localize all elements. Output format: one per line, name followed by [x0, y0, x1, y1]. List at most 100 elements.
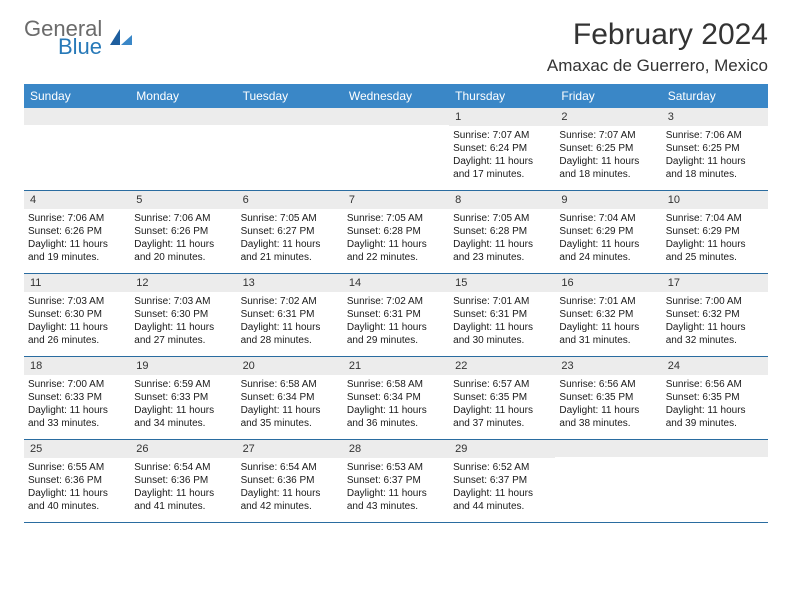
day-number: 1: [449, 108, 555, 126]
day-cell: 10Sunrise: 7:04 AMSunset: 6:29 PMDayligh…: [662, 191, 768, 273]
daylight-text: Daylight: 11 hours: [559, 404, 657, 417]
week-row: 1Sunrise: 7:07 AMSunset: 6:24 PMDaylight…: [24, 108, 768, 191]
day-number: 11: [24, 274, 130, 292]
day-cell: 21Sunrise: 6:58 AMSunset: 6:34 PMDayligh…: [343, 357, 449, 439]
daylight-text: Daylight: 11 hours: [453, 321, 551, 334]
day-number: 10: [662, 191, 768, 209]
sunrise-text: Sunrise: 7:04 AM: [666, 212, 764, 225]
week-row: 4Sunrise: 7:06 AMSunset: 6:26 PMDaylight…: [24, 191, 768, 274]
day-number: 5: [130, 191, 236, 209]
day-cell: 11Sunrise: 7:03 AMSunset: 6:30 PMDayligh…: [24, 274, 130, 356]
sunrise-text: Sunrise: 7:07 AM: [559, 129, 657, 142]
dayname-thursday: Thursday: [449, 84, 555, 108]
day-number: 9: [555, 191, 661, 209]
logo-sail-icon: [108, 27, 134, 52]
calendar: SundayMondayTuesdayWednesdayThursdayFrid…: [0, 84, 792, 523]
logo-text: General Blue: [24, 18, 102, 58]
day-cell: 14Sunrise: 7:02 AMSunset: 6:31 PMDayligh…: [343, 274, 449, 356]
day-cell: 6Sunrise: 7:05 AMSunset: 6:27 PMDaylight…: [237, 191, 343, 273]
day-number: 19: [130, 357, 236, 375]
daylight-text: and 38 minutes.: [559, 417, 657, 430]
daylight-text: Daylight: 11 hours: [666, 155, 764, 168]
daylight-text: and 23 minutes.: [453, 251, 551, 264]
daylight-text: Daylight: 11 hours: [134, 404, 232, 417]
day-number: [343, 108, 449, 125]
day-cell: 23Sunrise: 6:56 AMSunset: 6:35 PMDayligh…: [555, 357, 661, 439]
sunset-text: Sunset: 6:36 PM: [241, 474, 339, 487]
day-number: 8: [449, 191, 555, 209]
sunset-text: Sunset: 6:34 PM: [241, 391, 339, 404]
daylight-text: Daylight: 11 hours: [559, 321, 657, 334]
daylight-text: Daylight: 11 hours: [28, 321, 126, 334]
day-cell: 27Sunrise: 6:54 AMSunset: 6:36 PMDayligh…: [237, 440, 343, 522]
day-number: 15: [449, 274, 555, 292]
daylight-text: and 29 minutes.: [347, 334, 445, 347]
sunset-text: Sunset: 6:26 PM: [28, 225, 126, 238]
day-number: [130, 108, 236, 125]
day-cell: 25Sunrise: 6:55 AMSunset: 6:36 PMDayligh…: [24, 440, 130, 522]
sunrise-text: Sunrise: 7:07 AM: [453, 129, 551, 142]
day-number: 29: [449, 440, 555, 458]
day-number: 25: [24, 440, 130, 458]
daylight-text: Daylight: 11 hours: [453, 404, 551, 417]
sunrise-text: Sunrise: 7:01 AM: [559, 295, 657, 308]
day-number: 6: [237, 191, 343, 209]
day-number: 7: [343, 191, 449, 209]
daylight-text: and 30 minutes.: [453, 334, 551, 347]
daylight-text: and 31 minutes.: [559, 334, 657, 347]
daylight-text: and 43 minutes.: [347, 500, 445, 513]
daylight-text: and 34 minutes.: [134, 417, 232, 430]
dayname-row: SundayMondayTuesdayWednesdayThursdayFrid…: [24, 84, 768, 108]
sunrise-text: Sunrise: 7:05 AM: [241, 212, 339, 225]
daylight-text: Daylight: 11 hours: [28, 487, 126, 500]
sunset-text: Sunset: 6:35 PM: [453, 391, 551, 404]
sunrise-text: Sunrise: 7:05 AM: [453, 212, 551, 225]
sunrise-text: Sunrise: 7:00 AM: [28, 378, 126, 391]
day-number: 13: [237, 274, 343, 292]
sunrise-text: Sunrise: 7:06 AM: [134, 212, 232, 225]
daylight-text: and 18 minutes.: [559, 168, 657, 181]
day-number: 23: [555, 357, 661, 375]
sunrise-text: Sunrise: 6:58 AM: [347, 378, 445, 391]
sunrise-text: Sunrise: 6:52 AM: [453, 461, 551, 474]
sunrise-text: Sunrise: 6:54 AM: [241, 461, 339, 474]
daylight-text: and 18 minutes.: [666, 168, 764, 181]
dayname-monday: Monday: [130, 84, 236, 108]
sunset-text: Sunset: 6:36 PM: [134, 474, 232, 487]
day-number: 16: [555, 274, 661, 292]
sunrise-text: Sunrise: 6:58 AM: [241, 378, 339, 391]
daylight-text: Daylight: 11 hours: [453, 487, 551, 500]
daylight-text: Daylight: 11 hours: [666, 404, 764, 417]
day-cell: 2Sunrise: 7:07 AMSunset: 6:25 PMDaylight…: [555, 108, 661, 190]
day-number: 18: [24, 357, 130, 375]
dayname-friday: Friday: [555, 84, 661, 108]
sunset-text: Sunset: 6:37 PM: [453, 474, 551, 487]
sunset-text: Sunset: 6:28 PM: [347, 225, 445, 238]
day-cell: 8Sunrise: 7:05 AMSunset: 6:28 PMDaylight…: [449, 191, 555, 273]
daylight-text: and 35 minutes.: [241, 417, 339, 430]
empty-cell: [662, 440, 768, 522]
daylight-text: Daylight: 11 hours: [347, 238, 445, 251]
daylight-text: Daylight: 11 hours: [347, 487, 445, 500]
daylight-text: and 40 minutes.: [28, 500, 126, 513]
daylight-text: Daylight: 11 hours: [28, 238, 126, 251]
daylight-text: and 36 minutes.: [347, 417, 445, 430]
sunrise-text: Sunrise: 7:01 AM: [453, 295, 551, 308]
day-cell: 4Sunrise: 7:06 AMSunset: 6:26 PMDaylight…: [24, 191, 130, 273]
dayname-sunday: Sunday: [24, 84, 130, 108]
daylight-text: Daylight: 11 hours: [134, 321, 232, 334]
sunrise-text: Sunrise: 7:03 AM: [134, 295, 232, 308]
day-cell: 24Sunrise: 6:56 AMSunset: 6:35 PMDayligh…: [662, 357, 768, 439]
daylight-text: and 44 minutes.: [453, 500, 551, 513]
week-row: 18Sunrise: 7:00 AMSunset: 6:33 PMDayligh…: [24, 357, 768, 440]
daylight-text: Daylight: 11 hours: [241, 238, 339, 251]
daylight-text: and 22 minutes.: [347, 251, 445, 264]
day-cell: 1Sunrise: 7:07 AMSunset: 6:24 PMDaylight…: [449, 108, 555, 190]
daylight-text: Daylight: 11 hours: [134, 487, 232, 500]
daylight-text: Daylight: 11 hours: [347, 404, 445, 417]
day-cell: 28Sunrise: 6:53 AMSunset: 6:37 PMDayligh…: [343, 440, 449, 522]
sunset-text: Sunset: 6:26 PM: [134, 225, 232, 238]
daylight-text: Daylight: 11 hours: [453, 155, 551, 168]
day-number: 22: [449, 357, 555, 375]
day-number: 3: [662, 108, 768, 126]
